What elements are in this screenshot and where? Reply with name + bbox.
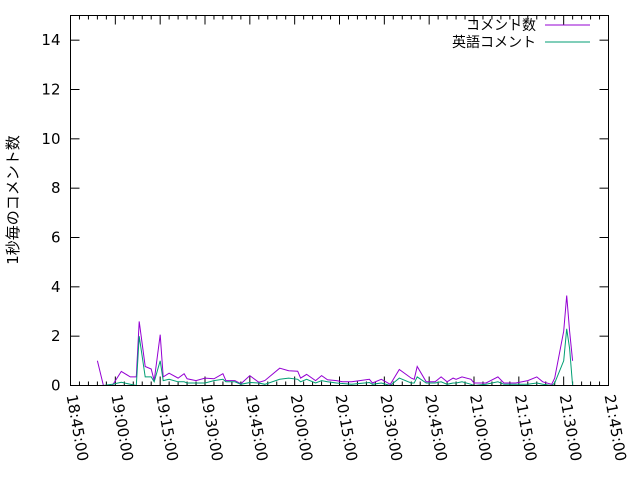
x-tick-label: 18:45:00 (63, 393, 92, 462)
y-tick-label: 4 (51, 278, 61, 296)
x-tick-label: 21:00:00 (466, 393, 495, 462)
x-tick-label: 20:15:00 (332, 393, 361, 462)
y-axis-label: 1秒毎のコメント数 (4, 135, 22, 265)
series-line-1 (97, 328, 574, 387)
y-tick-label: 6 (51, 229, 61, 247)
x-tick-label: 20:30:00 (376, 393, 405, 462)
x-tick-label: 19:45:00 (242, 393, 271, 462)
y-tick-label: 8 (51, 179, 61, 197)
y-tick-label: 2 (51, 327, 61, 345)
x-tick-label: 20:45:00 (421, 393, 450, 462)
x-tick-label: 19:30:00 (197, 393, 226, 462)
x-tick-label: 21:30:00 (556, 393, 585, 462)
x-tick-label: 19:00:00 (107, 393, 136, 462)
y-tick-label: 14 (41, 31, 60, 49)
y-tick-label: 10 (41, 130, 60, 148)
x-tick-label: 19:15:00 (152, 393, 181, 462)
legend-label-1: 英語コメント (452, 34, 536, 51)
legend-label-0: コメント数 (466, 18, 536, 34)
y-tick-label: 0 (51, 377, 61, 395)
x-tick-label: 21:15:00 (511, 393, 540, 462)
plot-border (70, 15, 609, 386)
series-line-0 (96, 295, 574, 386)
x-tick-label: 20:00:00 (287, 393, 316, 462)
y-tick-label: 12 (41, 81, 60, 99)
x-tick-label: 21:45:00 (601, 393, 630, 462)
